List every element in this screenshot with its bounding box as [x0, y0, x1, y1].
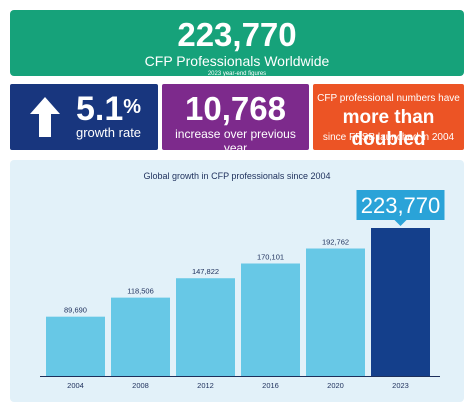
headline-subtitle: CFP Professionals Worldwide	[144, 53, 330, 69]
growth-rate-unit: %	[123, 96, 142, 118]
x-tick-label-2008: 2008	[132, 381, 149, 390]
doubled-line-2: more than doubled	[342, 107, 435, 150]
value-label-2008: 118,506	[127, 287, 154, 296]
value-label-2020: 192,762	[322, 238, 349, 247]
bar-2004	[46, 316, 105, 376]
increase-value: 10,768	[185, 90, 286, 127]
headline-note: 2023 year-end figures	[207, 71, 267, 77]
value-callout	[356, 190, 445, 220]
bar-2012	[176, 278, 235, 376]
doubled-line-3: since FPSB launched in 2004	[322, 132, 455, 143]
headline-banner: 223,770 CFP Professionals Worldwide 2023…	[10, 10, 464, 77]
growth-rate-number: 5.1	[76, 90, 124, 128]
growth-rate-value: 5.1%	[76, 92, 141, 126]
value-label-2016: 170,101	[257, 252, 284, 261]
value-label-2004: 89,690	[64, 306, 87, 315]
bar-2008	[111, 297, 170, 376]
x-tick-label-2020: 2020	[327, 381, 344, 390]
bar-2023	[371, 228, 430, 376]
x-tick-label-2012: 2012	[197, 381, 214, 390]
x-tick-label-2023: 2023	[392, 381, 409, 390]
up-arrow-icon	[30, 97, 60, 137]
x-tick-label-2004: 2004	[67, 381, 84, 390]
x-tick-label-2016: 2016	[262, 381, 279, 390]
growth-rate-label: growth rate	[76, 125, 142, 140]
doubled-tile: CFP professional numbers have more than …	[313, 84, 464, 150]
chart-title: Global growth in CFP professionals since…	[143, 171, 331, 181]
bar-2016	[241, 263, 300, 376]
growth-rate-tile: 5.1% growth rate	[10, 84, 158, 150]
headline-total: 223,770	[177, 16, 297, 53]
value-label-2023: 223,770	[361, 193, 441, 218]
increase-tile: 10,768 increase over previous year	[162, 84, 309, 155]
value-label-2012: 147,822	[192, 267, 219, 276]
value-callout-pointer	[394, 220, 407, 226]
increase-label: increase over previous year	[175, 127, 296, 155]
doubled-line-1: CFP professional numbers have	[317, 93, 460, 104]
bar-2020	[306, 248, 365, 376]
